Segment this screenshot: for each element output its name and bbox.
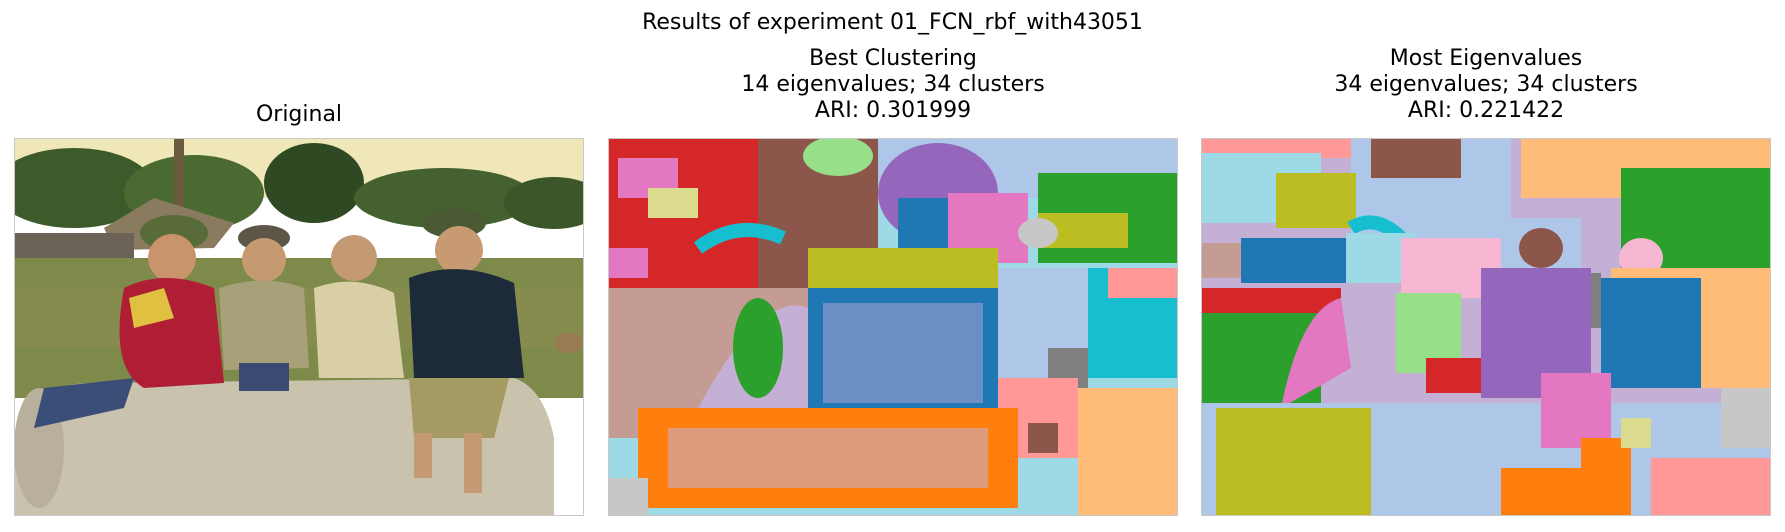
most-eigenvalues-panel [1201, 138, 1771, 516]
most-eigenvalues-segmentation [1201, 138, 1771, 516]
best-clustering-title-line-1: Best Clustering [809, 46, 977, 71]
most-eigenvalues-title: Most Eigenvalues 34 eigenvalues; 34 clus… [1201, 46, 1771, 124]
most-eigenvalues-title-line-2: 34 eigenvalues; 34 clusters [1334, 72, 1638, 97]
original-title: Original [14, 102, 584, 128]
most-eigenvalues-title-line-1: Most Eigenvalues [1389, 46, 1583, 71]
best-clustering-segmentation [608, 138, 1178, 516]
figure-suptitle: Results of experiment 01_FCN_rbf_with430… [642, 10, 1143, 35]
most-eigenvalues-title-line-3: ARI: 0.221422 [1407, 98, 1565, 123]
original-image-panel [14, 138, 584, 516]
original-title-line-1: Original [255, 102, 343, 127]
best-clustering-title-line-3: ARI: 0.301999 [814, 98, 972, 123]
best-clustering-panel [608, 138, 1178, 516]
best-clustering-title: Best Clustering 14 eigenvalues; 34 clust… [608, 46, 1178, 124]
best-clustering-title-line-2: 14 eigenvalues; 34 clusters [741, 72, 1045, 97]
original-photo [14, 138, 584, 516]
